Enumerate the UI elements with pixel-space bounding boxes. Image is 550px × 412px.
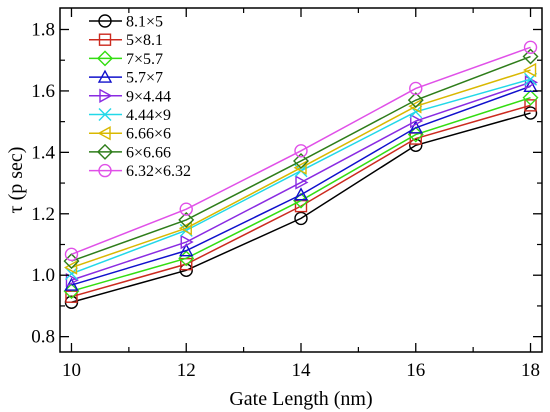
data-point [523, 106, 538, 120]
data-point [523, 40, 538, 55]
data-point [523, 78, 538, 93]
legend-item: 5.7×7 [89, 70, 163, 87]
data-point [524, 99, 537, 112]
series-line [71, 46, 531, 256]
data-point [410, 113, 424, 129]
data-point [294, 211, 308, 226]
legend-label: 6.32×6.32 [126, 163, 191, 180]
legend-marker [98, 163, 112, 178]
legend-label: 5×8.1 [126, 32, 163, 49]
y-axis-label: τ (p sec) [5, 147, 27, 214]
x-tick-label: 12 [177, 360, 196, 381]
legend-item: 7×5.7 [89, 50, 163, 68]
series-line [71, 55, 531, 262]
x-tick-label: 14 [292, 360, 312, 381]
data-point [65, 272, 79, 288]
legend-item: 4.44×9 [89, 107, 171, 124]
data-point [178, 221, 192, 236]
x-tick-label: 16 [406, 360, 425, 381]
legend-item: 6×6.66 [89, 143, 171, 161]
series-line [71, 85, 531, 286]
y-tick-label: 1.0 [31, 265, 55, 286]
y-tick-label: 0.8 [31, 327, 55, 348]
legend-marker [97, 126, 111, 141]
data-point [65, 290, 78, 303]
data-point [408, 120, 423, 134]
x-axis-label: Gate Length (nm) [229, 388, 372, 410]
legend-marker [97, 143, 113, 160]
data-point [293, 152, 309, 169]
x-tick-label: 18 [521, 360, 540, 381]
legend-label: 4.44×9 [126, 107, 171, 124]
legend-label: 6×6.66 [126, 144, 171, 161]
legend-label: 6.66×6 [126, 126, 171, 143]
data-point [178, 211, 195, 228]
legend-label: 9×4.44 [126, 88, 171, 105]
data-point [294, 144, 308, 158]
series-line [71, 81, 531, 281]
legend-label: 5.7×7 [126, 70, 163, 87]
legend-marker [97, 69, 113, 83]
y-tick-label: 1.4 [31, 142, 55, 163]
data-point [407, 92, 424, 109]
y-tick-label: 1.2 [31, 204, 55, 225]
data-point [64, 267, 78, 281]
data-point [179, 243, 194, 257]
legend-label: 8.1×5 [126, 14, 163, 31]
series-line [71, 104, 531, 298]
plot-frame [59, 7, 543, 353]
data-point [293, 187, 309, 201]
series-layer [63, 40, 539, 309]
x-tick-label: 10 [62, 360, 81, 381]
data-point [522, 89, 539, 106]
legend-item: 6.66×6 [89, 126, 171, 143]
legend-marker [98, 108, 112, 121]
legend-item: 9×4.44 [89, 88, 171, 105]
legend-item: 6.32×6.32 [89, 163, 191, 180]
data-point [295, 175, 309, 190]
legend-item: 8.1×5 [89, 14, 163, 31]
series-line [71, 96, 531, 292]
data-point [293, 160, 307, 175]
legend-label: 7×5.7 [126, 51, 163, 68]
data-point [523, 62, 537, 78]
legend-marker [98, 14, 112, 28]
y-tick-label: 1.8 [31, 20, 55, 41]
legend: 8.1×55×8.1 7×5.7 5.7×79×4.44 4.44×9 6.66×66×… [89, 14, 191, 180]
data-point [522, 48, 539, 65]
legend-item: 5×8.1 [89, 32, 163, 49]
data-point [180, 234, 194, 250]
data-point [64, 260, 78, 275]
data-point [179, 202, 193, 216]
data-point [409, 81, 423, 96]
ticks: 10 12 14 16 18 0.8 1.0 1.2 1.4 1.6 1.8 [31, 8, 542, 381]
y-tick-label: 1.6 [31, 81, 55, 102]
legend-marker [97, 50, 113, 67]
series-line [71, 112, 531, 303]
legend-marker [99, 88, 113, 103]
data-point [64, 247, 79, 262]
data-point [408, 99, 422, 114]
series-9 [64, 40, 538, 262]
legend-marker [98, 33, 112, 46]
